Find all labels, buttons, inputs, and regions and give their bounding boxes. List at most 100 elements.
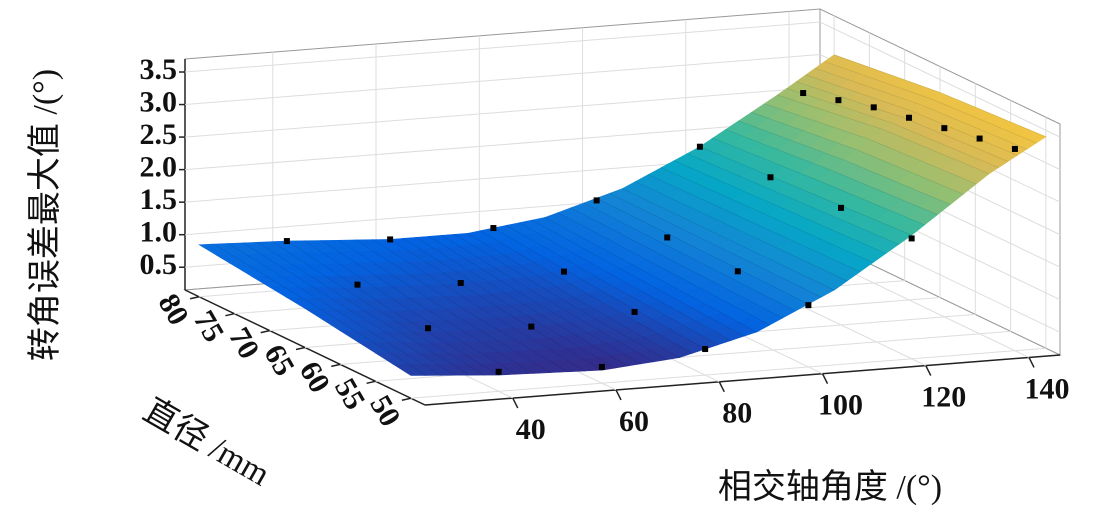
mesh-line xyxy=(415,237,522,304)
data-point xyxy=(528,323,535,330)
mesh-line xyxy=(534,301,641,365)
mesh-line xyxy=(779,206,886,254)
surface-cell xyxy=(466,217,652,298)
mesh-line xyxy=(461,307,568,373)
mesh-line xyxy=(648,174,755,224)
axis-line xyxy=(424,354,1061,406)
x-tick-label: 60 xyxy=(619,405,649,438)
mesh-line xyxy=(409,310,517,375)
x-tick-label: 120 xyxy=(921,380,966,413)
mesh-line xyxy=(441,235,548,301)
data-point xyxy=(941,125,948,132)
z-tick-label: 2.0 xyxy=(140,151,178,184)
mesh-line xyxy=(622,188,729,240)
tick-mark xyxy=(718,381,725,393)
mesh-line xyxy=(355,239,462,309)
mesh-line xyxy=(454,234,561,299)
mesh-line xyxy=(586,293,693,354)
surface-cell xyxy=(303,308,500,376)
x-tick-label: 80 xyxy=(722,397,752,430)
mesh-line xyxy=(650,274,757,333)
mesh-line xyxy=(624,281,732,341)
mesh-line xyxy=(686,153,793,200)
mesh-line xyxy=(815,67,922,106)
surface-cell xyxy=(544,188,730,276)
mesh-line xyxy=(480,230,587,294)
surface-cell xyxy=(621,146,807,240)
data-point xyxy=(734,268,741,275)
data-point xyxy=(906,114,913,121)
mesh-line xyxy=(920,104,1028,150)
grid-line xyxy=(410,347,1046,399)
data-point xyxy=(283,238,290,245)
data-point xyxy=(976,135,983,142)
mesh-line xyxy=(402,238,510,306)
mesh-line xyxy=(796,81,903,118)
x-tick-label: 40 xyxy=(516,413,546,446)
mesh-line xyxy=(570,207,677,264)
data-point xyxy=(702,346,709,353)
data-point xyxy=(835,97,842,104)
tick-mark xyxy=(189,296,200,300)
mesh-line xyxy=(699,146,806,192)
grid-line xyxy=(184,21,821,73)
points xyxy=(283,90,1018,375)
mesh-line xyxy=(531,219,639,279)
mesh-line xyxy=(286,240,393,312)
mesh-line xyxy=(818,180,925,226)
surface-patch xyxy=(392,363,427,376)
tick-mark xyxy=(331,363,341,368)
data-point xyxy=(838,204,845,211)
mesh-line xyxy=(372,239,479,308)
data-point xyxy=(495,368,502,375)
data-point xyxy=(387,236,394,243)
mesh-line xyxy=(609,193,716,246)
mesh-line xyxy=(805,190,912,236)
mesh-line xyxy=(673,160,781,208)
tick-mark xyxy=(512,397,519,409)
z-tick-label: 1.0 xyxy=(140,216,178,249)
grid-line xyxy=(184,119,821,171)
tick-mark xyxy=(366,380,376,385)
data-point xyxy=(767,174,774,181)
data-point xyxy=(1011,145,1018,152)
mesh-line xyxy=(428,236,535,303)
data-point xyxy=(908,235,915,242)
grid-line xyxy=(184,86,821,138)
mesh-line xyxy=(902,116,1009,162)
mesh-line xyxy=(892,123,999,168)
mesh-line xyxy=(519,222,626,283)
tick-mark xyxy=(260,329,270,334)
mesh-line xyxy=(303,240,411,311)
data-point xyxy=(593,197,600,204)
tick-mark xyxy=(925,365,932,376)
surface-cell xyxy=(882,92,1047,175)
mesh-line xyxy=(508,304,615,369)
mesh-line xyxy=(427,309,534,374)
mesh-line xyxy=(805,74,912,112)
mesh-line xyxy=(363,310,470,376)
mesh-line xyxy=(911,110,1018,156)
data-point xyxy=(490,225,497,232)
mesh-line xyxy=(560,298,667,360)
data-point xyxy=(560,268,567,275)
mesh-line xyxy=(506,225,613,287)
mesh-line xyxy=(583,202,690,258)
mesh-line xyxy=(444,308,551,373)
surface-cell xyxy=(389,233,575,307)
mesh-line xyxy=(389,239,497,307)
mesh-line xyxy=(883,129,990,175)
mesh-line xyxy=(228,243,335,310)
mesh-line xyxy=(213,243,320,310)
mesh-line xyxy=(478,306,585,372)
mesh-line xyxy=(844,159,951,205)
mesh-line xyxy=(348,309,455,376)
mesh-line xyxy=(392,311,499,376)
mesh-line xyxy=(467,233,574,298)
mesh-line xyxy=(824,61,931,99)
surface-cell xyxy=(572,274,758,358)
mesh-line xyxy=(689,256,796,312)
mesh-line xyxy=(493,227,600,290)
mesh-line xyxy=(321,240,428,310)
mesh-line xyxy=(754,222,861,273)
